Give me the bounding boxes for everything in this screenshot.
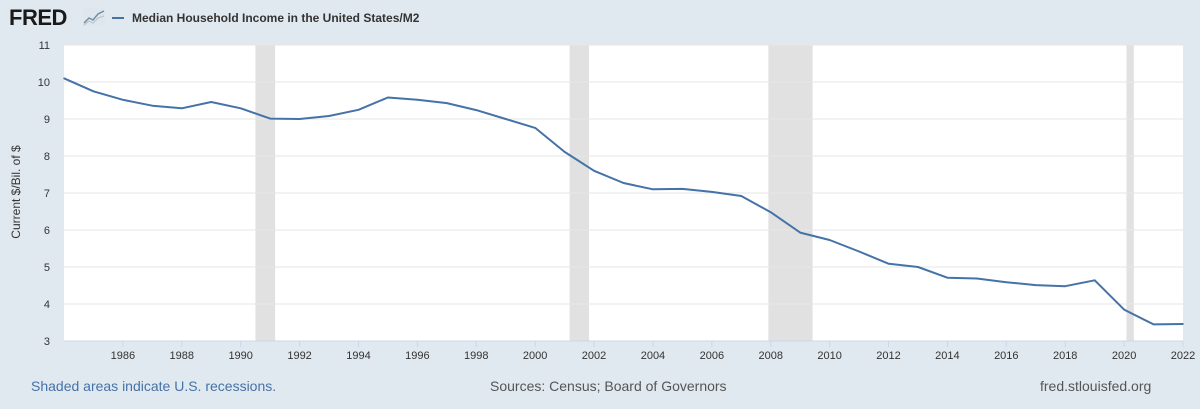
x-tick-label: 1998 (464, 350, 488, 362)
x-tick-label: 2012 (876, 350, 900, 362)
data-point (946, 276, 949, 279)
data-point (357, 108, 360, 111)
data-point (828, 239, 831, 241)
y-tick-label: 6 (44, 225, 50, 237)
data-point (711, 191, 713, 193)
data-point (593, 170, 595, 172)
x-axis-ticks: 1986 1988 1990 1992 1994 1996 1998 2000 2002 2004… (64, 340, 1195, 362)
site-link[interactable]: fred.stlouisfed.org (1040, 378, 1152, 394)
x-tick-label: 1988 (170, 350, 194, 362)
recessions-note: Shaded areas indicate U.S. recessions. (31, 378, 277, 394)
fred-logo[interactable]: FRED (9, 5, 67, 30)
data-point (740, 195, 743, 197)
x-tick-label: 2020 (1112, 350, 1136, 362)
x-tick-label: 1994 (346, 350, 370, 362)
x-tick-label: 2002 (582, 350, 606, 362)
data-point (63, 77, 65, 80)
y-tick-label: 10 (38, 77, 50, 89)
data-point (416, 98, 419, 101)
data-point (1152, 323, 1155, 326)
data-point (504, 118, 507, 120)
y-tick-label: 3 (44, 336, 50, 348)
x-tick-label: 1996 (405, 350, 429, 362)
x-tick-label: 2018 (1053, 350, 1077, 362)
x-tick-label: 2006 (700, 350, 724, 362)
data-point (681, 188, 684, 190)
data-point (769, 211, 772, 214)
data-point (475, 109, 478, 111)
y-axis-label: Current $/Bil. of $ (9, 145, 23, 239)
y-tick-label: 11 (39, 40, 50, 52)
data-point (1005, 281, 1008, 283)
x-tick-label: 2022 (1171, 350, 1195, 362)
x-tick-label: 2004 (641, 350, 665, 362)
x-tick-label: 2014 (935, 350, 959, 362)
legend: Median Household Income in the United St… (112, 11, 419, 25)
y-tick-label: 4 (44, 299, 50, 311)
data-point (298, 118, 301, 120)
data-point (1123, 308, 1125, 311)
data-point (887, 262, 890, 265)
data-point (976, 277, 978, 280)
data-point (563, 151, 566, 153)
data-point (917, 266, 919, 268)
chart-header: FRED Median Household Income in the Unit… (0, 0, 1200, 38)
data-point (92, 90, 95, 93)
data-point (652, 188, 654, 191)
x-tick-label: 2010 (817, 350, 841, 362)
data-point (180, 107, 183, 110)
data-point (239, 107, 242, 110)
legend-label: Median Household Income in the United St… (132, 11, 420, 25)
data-point (446, 102, 448, 104)
data-point (858, 250, 860, 253)
data-point (799, 231, 801, 234)
y-tick-label: 8 (44, 151, 50, 163)
x-tick-label: 2008 (758, 350, 782, 362)
data-point (1093, 279, 1096, 282)
y-tick-label: 7 (44, 188, 50, 200)
data-point (210, 101, 213, 103)
data-point (1034, 284, 1037, 286)
data-point (328, 115, 330, 117)
y-tick-label: 9 (44, 114, 50, 126)
x-tick-label: 1986 (111, 350, 135, 362)
data-point (387, 96, 389, 99)
data-point (269, 117, 271, 120)
data-point (151, 104, 154, 107)
x-tick-label: 1992 (287, 350, 311, 362)
series-layer (63, 77, 1184, 326)
data-point (122, 98, 124, 101)
x-tick-label: 2000 (523, 350, 547, 362)
data-point (622, 182, 625, 184)
x-tick-label: 1990 (228, 350, 252, 362)
logo-graph-icon (83, 8, 105, 26)
y-axis-ticks: 3 4 5 6 7 8 9 10 11 (38, 40, 50, 348)
data-point (534, 127, 536, 129)
legend-swatch (112, 17, 124, 19)
y-tick-label: 5 (44, 262, 50, 274)
data-point (1182, 323, 1184, 325)
data-point (1064, 285, 1067, 288)
x-tick-label: 2016 (994, 350, 1018, 362)
gridlines (64, 44, 1183, 342)
sources-note: Sources: Census; Board of Governors (490, 378, 727, 394)
